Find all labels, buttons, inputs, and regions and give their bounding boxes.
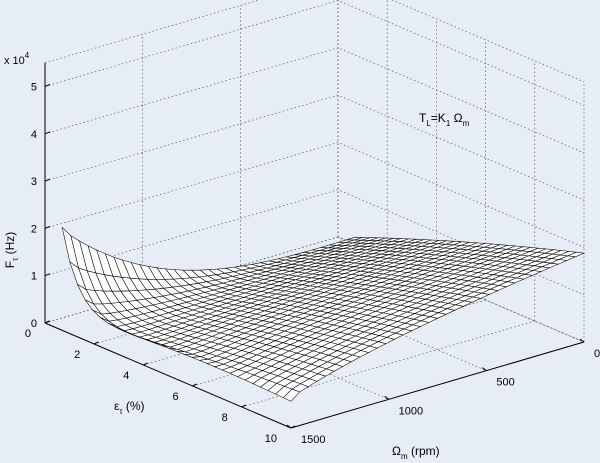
y-tick-label: 0 <box>25 328 31 340</box>
x-tick-label: 0 <box>594 348 600 360</box>
z-tick-label: 4 <box>31 129 37 141</box>
x-tick-mark <box>286 424 292 429</box>
surface-mesh <box>61 226 586 402</box>
grid-line-z <box>44 189 585 296</box>
y-axis-label: ετ (%) <box>114 399 145 416</box>
x-tick-label: 1500 <box>301 434 325 446</box>
z-tick-label: 3 <box>31 176 37 188</box>
floor-grid-eps <box>241 320 535 408</box>
y-tick-label: 2 <box>74 349 80 361</box>
z-tick-label: 0 <box>31 318 37 330</box>
y-axis-line <box>44 322 292 429</box>
y-tick-mark <box>143 362 148 366</box>
x-tick-label: 1000 <box>399 405 423 417</box>
z-tick-label: 1 <box>31 271 37 283</box>
x-tick-label: 500 <box>496 377 514 389</box>
y-tick-mark <box>44 320 50 324</box>
z-multiplier: x 104 <box>4 51 30 67</box>
y-tick-label: 8 <box>222 412 228 424</box>
x-axis-label: Ωm (rpm) <box>392 444 440 461</box>
tick-labels: 0 1 2 3 4 5 0 2 4 6 8 10 0 500 1000 1500 <box>25 82 600 447</box>
y-tick-mark <box>290 425 296 429</box>
grid-line-z <box>44 94 585 201</box>
y-tick-mark <box>93 341 99 345</box>
z-tick-label: 5 <box>31 82 37 94</box>
y-tick-label: 4 <box>123 370 129 382</box>
axes <box>44 62 585 429</box>
y-tick-mark <box>192 383 197 387</box>
z-tick-mark <box>44 273 51 277</box>
grid-line-z <box>44 0 585 106</box>
z-tick-mark <box>44 178 51 182</box>
surface-patch <box>282 388 301 402</box>
x-tick-mark <box>482 367 487 372</box>
box-top-edge <box>44 0 585 83</box>
z-axis-label: Fτ (Hz) <box>3 232 20 269</box>
annotation-text: TL=K1 Ωm <box>419 111 470 128</box>
x-tick-mark <box>579 338 585 343</box>
y-tick-label: 10 <box>265 433 277 445</box>
z-tick-mark <box>44 225 51 229</box>
grid-line-z <box>44 47 585 154</box>
x-axis-line <box>290 341 585 429</box>
z-tick-mark <box>44 131 51 135</box>
x-tick-mark <box>384 395 389 400</box>
z-tick-label: 2 <box>31 223 37 235</box>
y-tick-label: 6 <box>172 391 178 403</box>
grid-line-z <box>44 142 585 248</box>
y-tick-mark <box>241 404 247 408</box>
z-tick-mark <box>44 84 51 87</box>
